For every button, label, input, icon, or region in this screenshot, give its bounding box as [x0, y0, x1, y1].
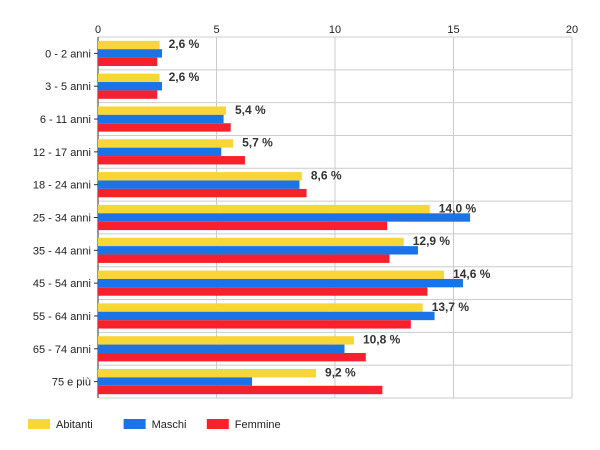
bar-femmine: [98, 90, 158, 99]
category-label: 0 - 2 anni: [45, 48, 91, 60]
bar-femmine: [98, 320, 411, 329]
bar-maschi: [98, 344, 345, 353]
legend-label-femmine: Femmine: [235, 419, 281, 431]
bar-femmine: [98, 385, 383, 395]
data-labels: 2,6 % 2,6 % 5,4 % 5,7 % 8,6 % 14,0 % 12,9 % 14,…: [169, 37, 491, 379]
bar-maschi: [98, 82, 162, 91]
data-label: 5,4 %: [235, 103, 266, 117]
bar-maschi: [98, 246, 418, 255]
x-tick-label: 15: [447, 24, 459, 36]
bar-abitanti: [98, 106, 226, 115]
data-label: 14,6 %: [453, 267, 491, 281]
data-label: 9,2 %: [325, 365, 356, 379]
data-label: 2,6 %: [169, 70, 200, 84]
bar-femmine: [98, 287, 428, 296]
bar-maschi: [98, 311, 435, 321]
data-label: 5,7 %: [242, 136, 273, 150]
category-label: 65 - 74 anni: [33, 344, 91, 356]
category-label: 18 - 24 anni: [33, 180, 91, 192]
bar-abitanti: [98, 336, 354, 345]
legend-label-abitanti: Abitanti: [56, 419, 93, 431]
bar-femmine: [98, 156, 245, 165]
category-label: 6 - 11 anni: [40, 114, 91, 126]
bar-maschi: [98, 114, 224, 124]
bar-maschi: [98, 278, 463, 288]
x-tick-label: 5: [213, 24, 219, 36]
bar-abitanti: [98, 270, 445, 279]
bar-femmine: [98, 254, 390, 263]
bar-abitanti: [98, 139, 234, 148]
x-tick-label: 20: [566, 24, 578, 36]
bar-abitanti: [98, 172, 302, 181]
category-label: 75 e più: [52, 377, 91, 389]
bar-maschi: [98, 180, 300, 189]
bar-abitanti: [98, 40, 160, 50]
data-label: 13,7 %: [432, 300, 470, 314]
bar-abitanti: [98, 303, 423, 312]
bar-abitanti: [98, 368, 317, 378]
bar-femmine: [98, 57, 158, 67]
bars: [98, 40, 471, 395]
data-label: 10,8 %: [363, 333, 401, 347]
category-label: 35 - 44 anni: [33, 245, 91, 257]
legend-swatch-femmine: [206, 419, 229, 429]
category-label: 12 - 17 anni: [33, 147, 91, 159]
bar-maschi: [98, 49, 162, 58]
bar-abitanti: [98, 237, 404, 247]
data-label: 2,6 %: [169, 37, 200, 51]
category-label: 45 - 54 anni: [33, 278, 91, 290]
bar-femmine: [98, 123, 231, 132]
bar-femmine: [98, 188, 307, 198]
x-tick-label: 0: [95, 24, 101, 36]
x-axis-ticks: 0 5 10 15 20: [95, 24, 578, 36]
legend: Abitanti Maschi Femmine: [28, 419, 281, 431]
category-label: 55 - 64 anni: [33, 311, 91, 323]
data-label: 14,0 %: [439, 201, 477, 215]
category-label: 3 - 5 anni: [45, 81, 91, 93]
bar-maschi: [98, 213, 471, 222]
legend-swatch-abitanti: [28, 419, 50, 429]
bar-femmine: [98, 221, 388, 231]
data-label: 8,6 %: [311, 168, 342, 182]
bar-femmine: [98, 352, 366, 362]
x-tick-label: 10: [329, 24, 341, 36]
category-label: 25 - 34 anni: [33, 213, 91, 225]
legend-label-maschi: Maschi: [152, 419, 187, 431]
data-label: 12,9 %: [413, 234, 451, 248]
bar-maschi: [98, 377, 253, 386]
category-labels: 0 - 2 anni 3 - 5 anni 6 - 11 anni 12 - 17 a…: [33, 48, 98, 389]
bar-abitanti: [98, 204, 430, 214]
bar-abitanti: [98, 73, 160, 83]
legend-swatch-maschi: [123, 419, 146, 429]
bar-maschi: [98, 147, 222, 157]
